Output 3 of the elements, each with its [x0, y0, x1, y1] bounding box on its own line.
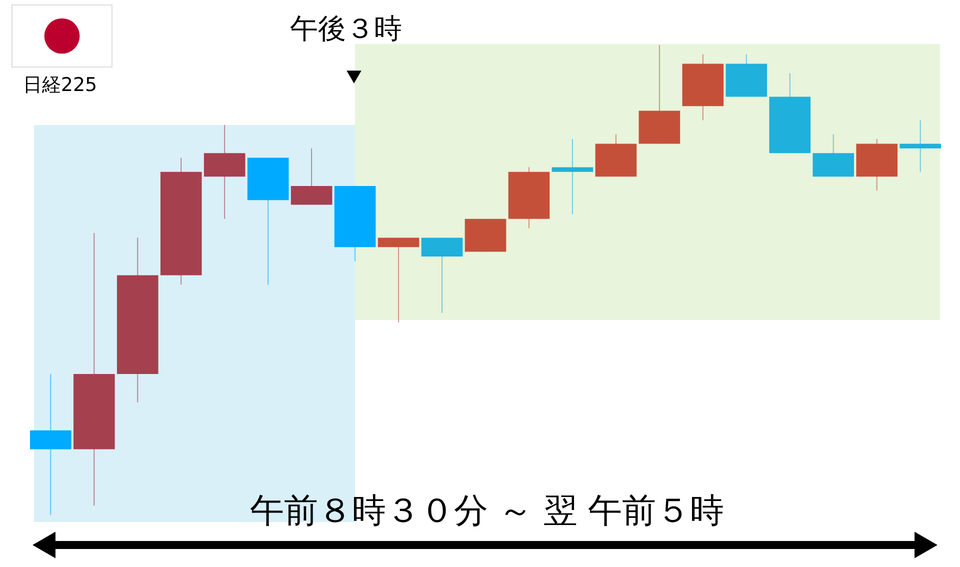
- x-axis-title: 午前８時３０分 ～ 翌 午前５時: [250, 491, 724, 531]
- annotation: 午後３時: [290, 12, 402, 45]
- text: 日経225: [22, 74, 98, 96]
